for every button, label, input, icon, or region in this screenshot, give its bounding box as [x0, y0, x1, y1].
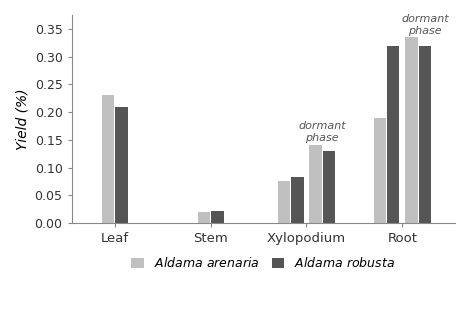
Bar — [115, 107, 128, 223]
Bar — [405, 37, 418, 223]
Bar — [102, 95, 114, 223]
Bar — [309, 145, 322, 223]
Bar — [291, 177, 304, 223]
Bar — [278, 181, 290, 223]
Y-axis label: Yield (%): Yield (%) — [15, 88, 29, 150]
Bar — [374, 118, 386, 223]
Legend: $\it{Aldama\ arenaria}$, $\it{Aldama\ robusta}$: $\it{Aldama\ arenaria}$, $\it{Aldama\ ro… — [126, 251, 400, 275]
Bar — [387, 45, 400, 223]
Bar — [323, 151, 335, 223]
Bar — [419, 45, 431, 223]
Text: dormant
phase: dormant phase — [298, 121, 346, 143]
Text: dormant
phase: dormant phase — [401, 14, 449, 36]
Bar — [197, 212, 210, 223]
Bar — [211, 211, 224, 223]
